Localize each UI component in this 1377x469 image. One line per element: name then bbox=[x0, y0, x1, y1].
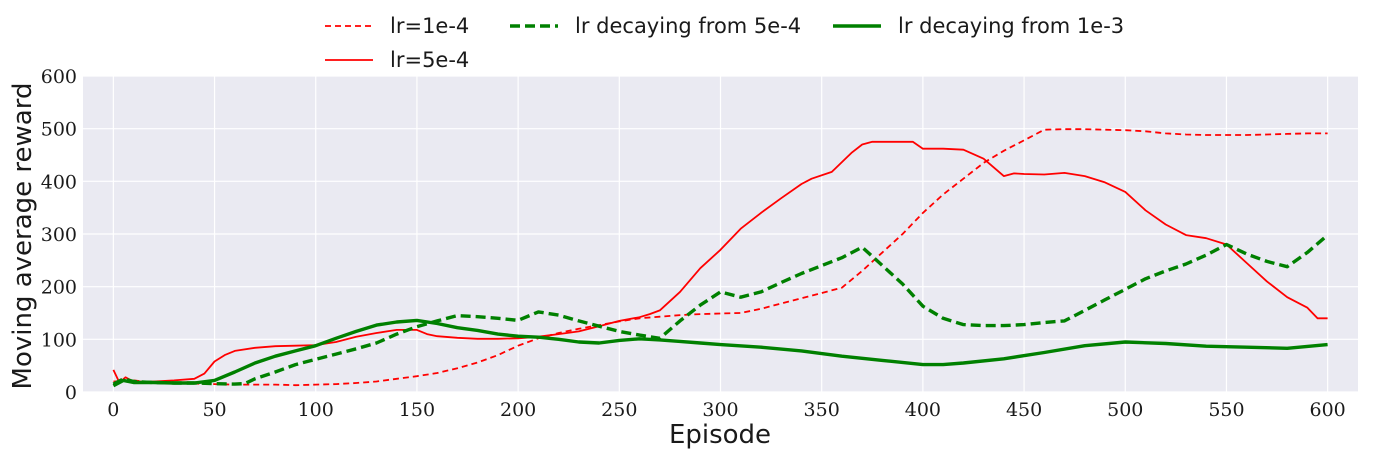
series-lines bbox=[112, 128, 1329, 388]
x-tick-labels: 0 50 100 150 200 250 300 350 400 450 500 550 600 bbox=[107, 399, 1345, 421]
x-tick-label: 400 bbox=[905, 399, 941, 421]
grid-lines bbox=[83, 75, 1358, 393]
x-tick-label: 350 bbox=[804, 399, 840, 421]
x-tick-label: 100 bbox=[298, 399, 334, 421]
x-tick-label: 200 bbox=[500, 399, 536, 421]
x-tick-label: 250 bbox=[601, 399, 637, 421]
x-tick-label: 550 bbox=[1208, 399, 1244, 421]
y-tick-label: 300 bbox=[41, 224, 77, 246]
y-tick-label: 100 bbox=[41, 329, 77, 351]
legend-label-3: lr decaying from 1e-3 bbox=[898, 14, 1124, 38]
x-tick-label: 600 bbox=[1310, 399, 1346, 421]
y-tick-label: 500 bbox=[41, 119, 77, 141]
series-line-2 bbox=[112, 233, 1329, 386]
x-tick-label: 150 bbox=[399, 399, 435, 421]
y-tick-label: 400 bbox=[41, 171, 77, 193]
x-tick-label: 0 bbox=[107, 399, 119, 421]
x-axis-title: Episode bbox=[669, 420, 771, 450]
legend-label-2: lr decaying from 5e-4 bbox=[575, 14, 801, 38]
y-tick-label: 0 bbox=[65, 382, 77, 404]
x-tick-label: 50 bbox=[202, 399, 226, 421]
x-tick-label: 450 bbox=[1006, 399, 1042, 421]
legend: lr=1e-4 lr decaying from 5e-4 lr decaying … bbox=[325, 14, 1124, 72]
y-tick-label: 600 bbox=[41, 66, 77, 88]
y-tick-label: 200 bbox=[41, 277, 77, 299]
x-tick-label: 500 bbox=[1107, 399, 1143, 421]
x-tick-label: 300 bbox=[702, 399, 738, 421]
series-line-0 bbox=[113, 128, 1328, 387]
series-line-3 bbox=[112, 318, 1328, 388]
series-line-1 bbox=[112, 140, 1328, 384]
legend-label-1: lr=5e-4 bbox=[390, 48, 469, 72]
y-tick-labels: 0 100 200 300 400 500 600 bbox=[41, 66, 77, 404]
legend-label-0: lr=1e-4 bbox=[390, 14, 469, 38]
y-axis-title: Moving average reward bbox=[8, 83, 38, 390]
